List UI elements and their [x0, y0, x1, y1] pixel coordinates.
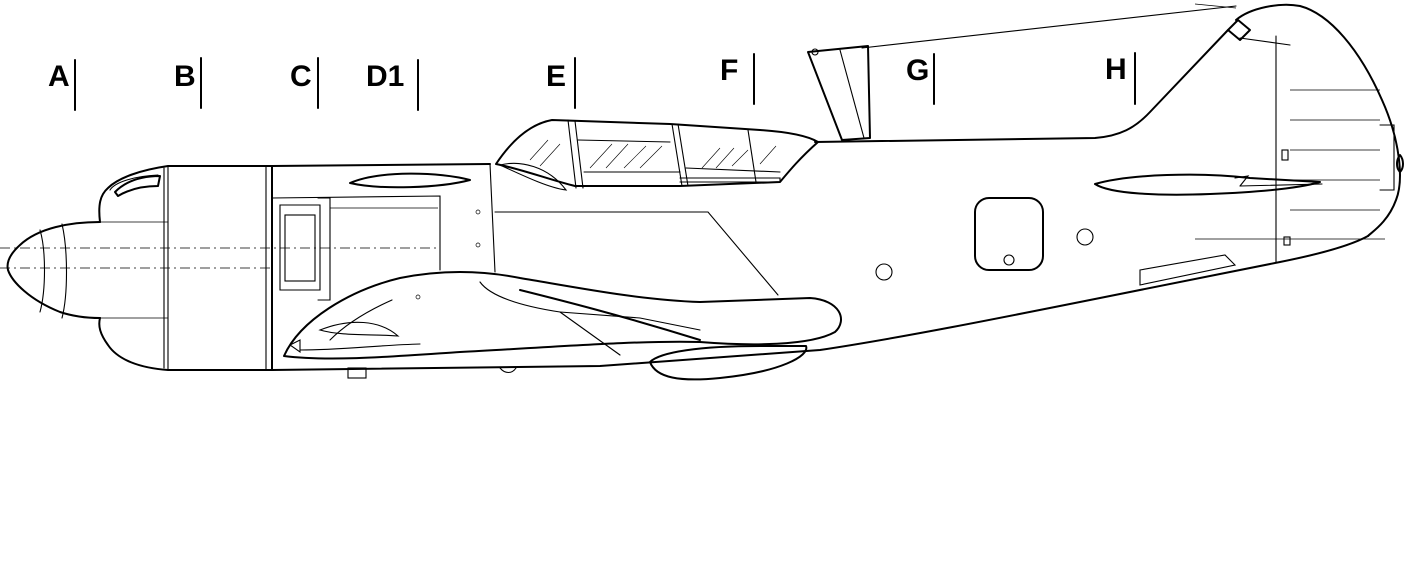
engine-cowling [98, 165, 273, 371]
station-label-f: F [720, 54, 738, 87]
fuselage [271, 29, 1369, 371]
station-a: A [48, 59, 76, 111]
propeller-spinner [6, 221, 101, 319]
station-f: F [720, 53, 755, 105]
station-b: B [174, 57, 202, 109]
station-label-e: E [546, 60, 566, 93]
antenna [807, 3, 1237, 141]
station-e: E [546, 57, 576, 109]
station-label-c: C [290, 60, 312, 93]
station-h: H [1105, 52, 1136, 105]
station-d1: D1 [366, 59, 419, 111]
access-hatch [974, 197, 1044, 271]
station-g: G [906, 53, 935, 105]
station-c: C [290, 57, 319, 109]
station-label-b: B [174, 60, 196, 93]
wing-root-fairing [283, 271, 842, 381]
canopy [495, 119, 819, 191]
tailplane [1094, 173, 1323, 196]
station-markers: A B C D1 E F G H [48, 52, 1136, 111]
station-label-d1: D1 [366, 60, 404, 93]
station-label-h: H [1105, 53, 1127, 86]
fuselage-details [415, 197, 1237, 300]
station-label-a: A [48, 60, 70, 93]
station-label-g: G [906, 54, 929, 87]
vertical-tail [1227, 3, 1404, 263]
